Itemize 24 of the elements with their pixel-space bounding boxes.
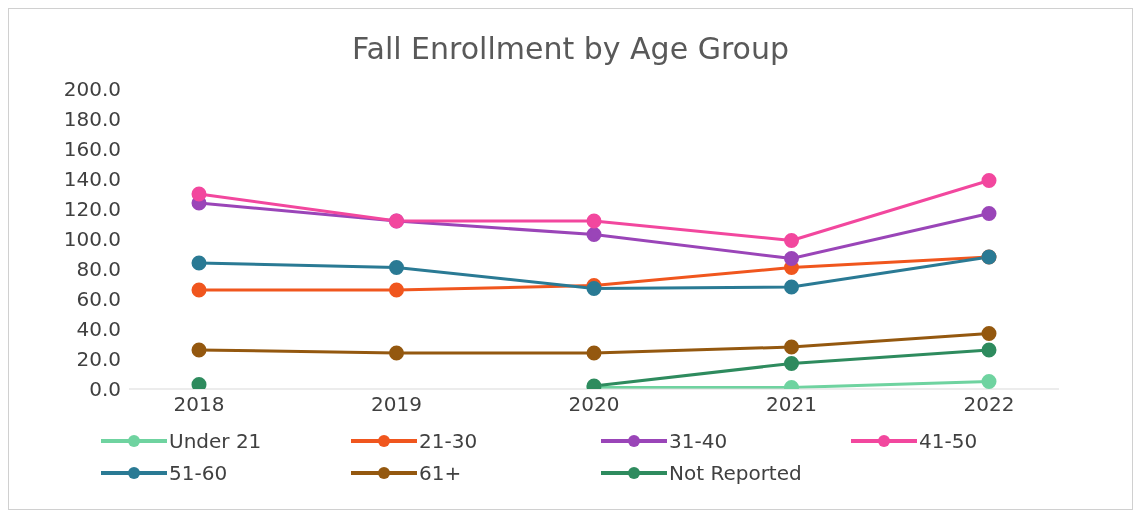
x-tick-label: 2021 xyxy=(766,392,817,417)
y-tick-label: 0.0 xyxy=(89,377,121,402)
y-tick-label: 20.0 xyxy=(76,347,121,372)
y-tick-label: 140.0 xyxy=(63,167,121,192)
legend-label: Not Reported xyxy=(669,461,802,485)
y-tick-label: 200.0 xyxy=(63,77,121,102)
x-tick-label: 2019 xyxy=(371,392,422,417)
legend-label: 21-30 xyxy=(419,429,478,453)
legend-label: 61+ xyxy=(419,461,462,485)
legend-label: 41-50 xyxy=(919,429,978,453)
legend-label: Under 21 xyxy=(169,429,262,453)
legend-label: 51-60 xyxy=(169,461,228,485)
y-tick-label: 60.0 xyxy=(76,287,121,312)
y-tick-label: 40.0 xyxy=(76,317,121,342)
y-tick-label: 100.0 xyxy=(63,227,121,252)
y-tick-label: 120.0 xyxy=(63,197,121,222)
x-tick-label: 2020 xyxy=(568,392,620,417)
chart-title: Fall Enrollment by Age Group xyxy=(351,30,790,68)
legend-label: 31-40 xyxy=(669,429,728,453)
y-tick-label: 160.0 xyxy=(63,137,121,162)
y-tick-label: 80.0 xyxy=(76,257,121,282)
x-tick-label: 2022 xyxy=(963,392,1015,417)
x-tick-label: 2018 xyxy=(173,392,225,417)
y-tick-label: 180.0 xyxy=(63,107,121,132)
